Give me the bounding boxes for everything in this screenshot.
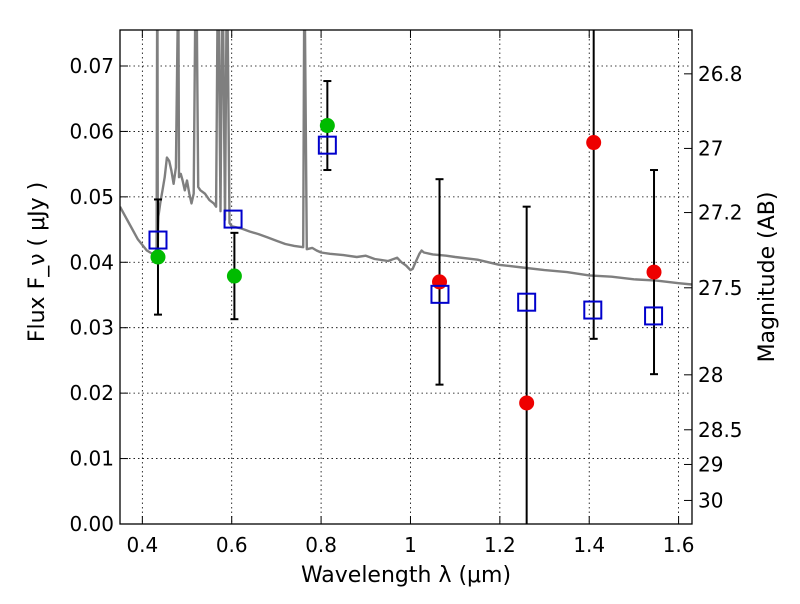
synthetic-data-point [430,284,450,304]
x-tick-label: 0.8 [305,533,337,557]
synthetic-data-point [583,300,603,320]
axes: 0.4 0.6 0.8 1 1.2 1.4 1.6 0.00 0.01 0.02 0.03 0.04 0… [69,30,743,557]
nir-data-point [519,395,535,411]
x-axis-label: Wavelength λ (μm) [301,563,511,588]
right-axis-label: Magnitude (AB) [755,192,780,363]
y-tick-label: 0.03 [69,316,114,340]
right-tick-label: 27.2 [698,201,743,225]
model-spectrum-layer [120,30,692,286]
x-tick-label: 0.6 [216,533,248,557]
plot-frame [119,29,693,525]
right-tick-label: 27 [698,136,723,160]
x-tick-label: 0.4 [126,533,158,557]
y-tick-label: 0.04 [69,250,114,274]
x-tick-label: 1.4 [573,533,605,557]
optical-data-point [319,118,335,134]
y-tick-label: 0.06 [69,119,114,143]
x-tick-label: 1.2 [484,533,516,557]
nir-data-point [586,135,602,151]
y-tick-label: 0.05 [69,185,114,209]
synthetic-data-point [223,209,243,229]
nir-data-point [646,264,662,280]
right-tick-label: 28 [698,363,723,387]
errorbar-layer [153,30,659,524]
synthetic-data-point [317,135,337,155]
y-tick-label: 0.02 [69,381,114,405]
right-tick-label: 29 [698,452,723,476]
optical-data-point [226,268,242,284]
nir-data-point [432,274,448,290]
model-spectrum-line [120,30,692,286]
y-tick-label: 0.07 [69,54,114,78]
y-tick-label: 0.01 [69,447,114,471]
synthetic-data-point [148,230,168,250]
x-tick-label: 1 [404,533,417,557]
y-tick-label: 0.00 [69,512,114,536]
optical-data-point [150,249,166,265]
marker-layer [148,118,664,411]
right-tick-label: 28.5 [698,418,743,442]
synthetic-data-point [517,292,537,312]
right-tick-label: 26.8 [698,62,743,86]
right-tick-label: 30 [698,488,723,512]
y-axis-label: Flux F_ν ( μJy ) [25,182,50,342]
right-tick-label: 27.5 [698,276,743,300]
x-tick-label: 1.6 [663,533,695,557]
synthetic-data-point [644,306,664,326]
